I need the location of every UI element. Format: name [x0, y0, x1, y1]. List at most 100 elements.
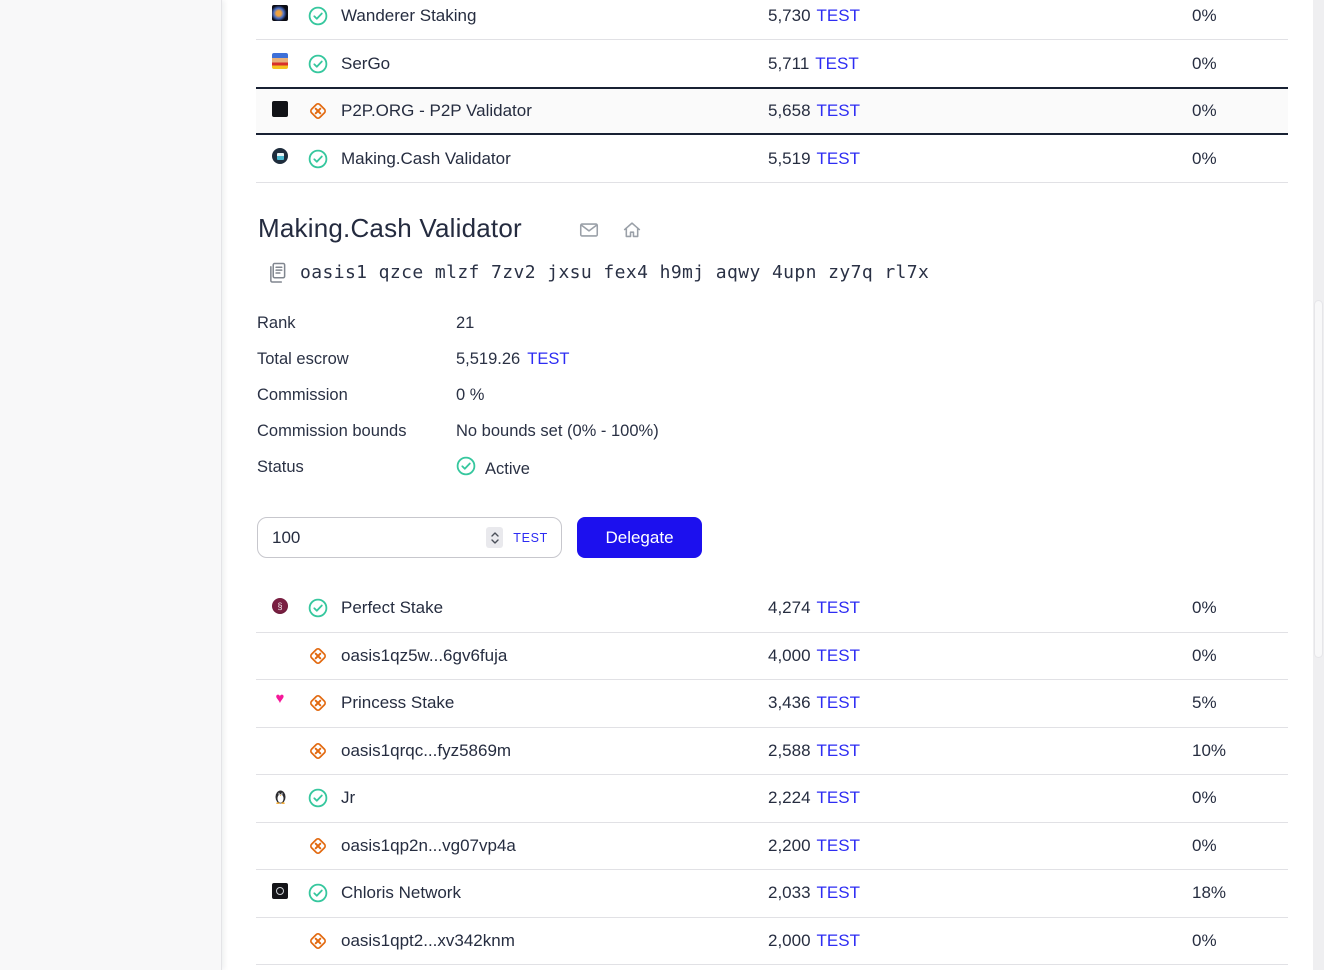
validator-name: oasis1qrqc...fyz5869m: [341, 740, 512, 760]
amount-input[interactable]: [272, 527, 487, 548]
table-row[interactable]: Making.Cash Validator 5,519 TEST 0%: [256, 135, 1288, 183]
escrow-amount-cell: 5,711 TEST: [768, 54, 1192, 74]
escrow-amount-cell: 2,000 TEST: [768, 931, 1192, 951]
token-link[interactable]: TEST: [816, 101, 860, 120]
table-row[interactable]: P2P.ORG - P2P Validator 5,658 TEST 0%: [256, 87, 1288, 135]
table-row[interactable]: oasis1qz5w...6gv6fuja 4,000 TEST 0%: [256, 632, 1288, 680]
verified-status-icon: [308, 54, 341, 74]
unverified-status-icon: [308, 836, 341, 856]
input-token-label: TEST: [513, 530, 548, 545]
table-row[interactable]: Chloris Network 2,033 TEST 18%: [256, 870, 1288, 918]
validator-name: P2P.ORG - P2P Validator: [341, 101, 532, 120]
escrow-amount: 5,519: [768, 148, 811, 168]
validator-avatar: [272, 740, 288, 756]
scrollbar-track[interactable]: [1313, 0, 1324, 970]
scrollbar-thumb[interactable]: [1314, 300, 1323, 658]
token-link[interactable]: TEST: [816, 740, 860, 760]
home-icon[interactable]: [621, 219, 643, 246]
commission-bounds-value: No bounds set (0% - 100%): [456, 422, 659, 440]
unverified-status-icon: [308, 693, 341, 713]
amount-input-container[interactable]: TEST: [257, 517, 562, 558]
escrow-amount-cell: 4,274 TEST: [768, 598, 1192, 618]
rank-value: 21: [456, 314, 475, 332]
commission-percent: 0%: [1192, 835, 1217, 855]
table-row[interactable]: SerGo 5,711 TEST 0%: [256, 40, 1288, 88]
validator-avatar: [272, 645, 288, 661]
sidebar-panel: [0, 0, 222, 970]
total-escrow-label: Total escrow: [257, 350, 349, 368]
commission-percent: 0%: [1192, 148, 1217, 168]
active-status-icon: [456, 456, 476, 483]
commission-percent: 0%: [1192, 930, 1217, 950]
unverified-status-icon: [308, 931, 341, 951]
token-link[interactable]: TEST: [816, 645, 860, 665]
table-row[interactable]: oasis1qpt2...xv342knm 2,000 TEST 0%: [256, 917, 1288, 965]
validator-avatar: [272, 930, 288, 946]
token-link[interactable]: TEST: [816, 835, 860, 855]
validator-name: Perfect Stake: [341, 598, 444, 618]
verified-status-icon: [308, 598, 341, 618]
escrow-amount-cell: 5,658 TEST: [768, 101, 1192, 121]
validator-avatar: [272, 835, 288, 851]
table-row[interactable]: Jr 2,224 TEST 0%: [256, 775, 1288, 823]
commission-percent: 0%: [1192, 645, 1217, 665]
validator-name: Making.Cash Validator: [341, 148, 511, 168]
escrow-amount: 2,000: [768, 930, 811, 950]
validator-avatar: [272, 882, 288, 899]
token-link[interactable]: TEST: [816, 148, 860, 168]
email-icon[interactable]: [578, 219, 600, 246]
verified-status-icon: [308, 883, 341, 903]
delegate-button[interactable]: Delegate: [577, 517, 702, 558]
validators-table-top: Wanderer Staking 5,730 TEST 0% SerGo 5,71…: [256, 0, 1288, 183]
page-title: Making.Cash Validator: [258, 213, 522, 243]
token-link[interactable]: TEST: [816, 693, 860, 713]
table-row[interactable]: oasis1qp2n...vg07vp4a 2,200 TEST 0%: [256, 822, 1288, 870]
unverified-status-icon: [308, 741, 341, 761]
token-link[interactable]: TEST: [816, 930, 860, 950]
token-link[interactable]: TEST: [816, 5, 860, 25]
escrow-amount: 5,730: [768, 5, 811, 25]
validator-address[interactable]: oasis1 qzce mlzf 7zv2 jxsu fex4 h9mj aqw…: [300, 262, 930, 283]
escrow-amount-cell: 5,730 TEST: [768, 6, 1192, 26]
validator-name: Jr: [341, 788, 356, 808]
commission-bounds-label: Commission bounds: [257, 422, 407, 440]
escrow-amount-cell: 4,000 TEST: [768, 646, 1192, 666]
table-row[interactable]: Wanderer Staking 5,730 TEST 0%: [256, 0, 1288, 40]
validator-avatar: [272, 691, 288, 709]
validator-name: Chloris Network: [341, 883, 461, 903]
escrow-amount-cell: 5,519 TEST: [768, 149, 1192, 169]
total-escrow-value: 5,519.26 TEST: [456, 350, 570, 368]
escrow-amount-cell: 2,588 TEST: [768, 741, 1192, 761]
escrow-amount-cell: 2,033 TEST: [768, 883, 1192, 903]
copy-address-icon[interactable]: [268, 261, 287, 284]
delegate-form: TEST Delegate: [257, 517, 702, 558]
token-link[interactable]: TEST: [816, 788, 860, 808]
commission-percent: 0%: [1192, 5, 1217, 25]
validator-avatar: [272, 5, 288, 21]
validator-avatar: [272, 100, 288, 117]
escrow-amount-cell: 3,436 TEST: [768, 693, 1192, 713]
unverified-status-icon: [308, 646, 341, 666]
commission-percent: 0%: [1192, 53, 1217, 73]
escrow-amount: 2,200: [768, 835, 811, 855]
token-link[interactable]: TEST: [816, 598, 860, 618]
verified-status-icon: [308, 788, 341, 808]
status-value: Active: [456, 456, 659, 483]
rank-label: Rank: [257, 314, 296, 332]
escrow-amount: 2,033: [768, 883, 811, 903]
commission-label: Commission: [257, 386, 348, 404]
commission-value: 0 %: [456, 386, 485, 404]
escrow-amount-cell: 2,200 TEST: [768, 836, 1192, 856]
validator-avatar: [272, 53, 288, 69]
number-stepper-icon[interactable]: [486, 527, 504, 548]
validator-avatar: [272, 597, 288, 614]
escrow-amount: 4,274: [768, 598, 811, 618]
token-link[interactable]: TEST: [816, 883, 860, 903]
token-link[interactable]: TEST: [815, 53, 859, 73]
token-link[interactable]: TEST: [527, 350, 570, 368]
unverified-status-icon: [308, 101, 341, 121]
table-row[interactable]: oasis1qrqc...fyz5869m 2,588 TEST 10%: [256, 727, 1288, 775]
